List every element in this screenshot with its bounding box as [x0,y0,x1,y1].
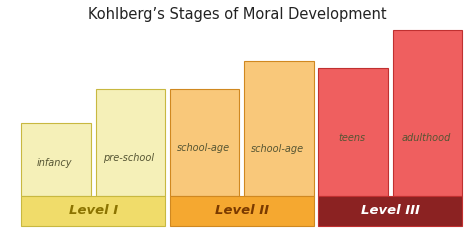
Bar [392,30,462,196]
Bar [96,89,165,196]
Text: Level II: Level II [215,204,269,217]
Bar [319,68,388,196]
Bar [21,123,91,196]
Text: school-age: school-age [177,143,230,153]
Text: Kohlberg’s Stages of Moral Development: Kohlberg’s Stages of Moral Development [88,7,386,22]
Text: teens: teens [338,133,365,143]
Bar [21,196,165,226]
Bar [244,61,314,196]
Text: infancy: infancy [37,158,73,168]
Text: adulthood: adulthood [401,133,451,143]
Text: Level I: Level I [69,204,118,217]
Bar [170,89,239,196]
Text: school-age: school-age [251,144,304,154]
Bar [319,196,462,226]
Text: Level III: Level III [361,204,419,217]
Text: pre-school: pre-school [103,153,155,163]
Bar [170,196,314,226]
